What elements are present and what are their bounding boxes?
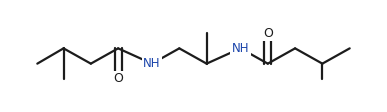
Text: O: O [113, 72, 123, 85]
Text: O: O [263, 27, 273, 40]
Text: NH: NH [232, 42, 249, 55]
Text: NH: NH [143, 57, 161, 70]
